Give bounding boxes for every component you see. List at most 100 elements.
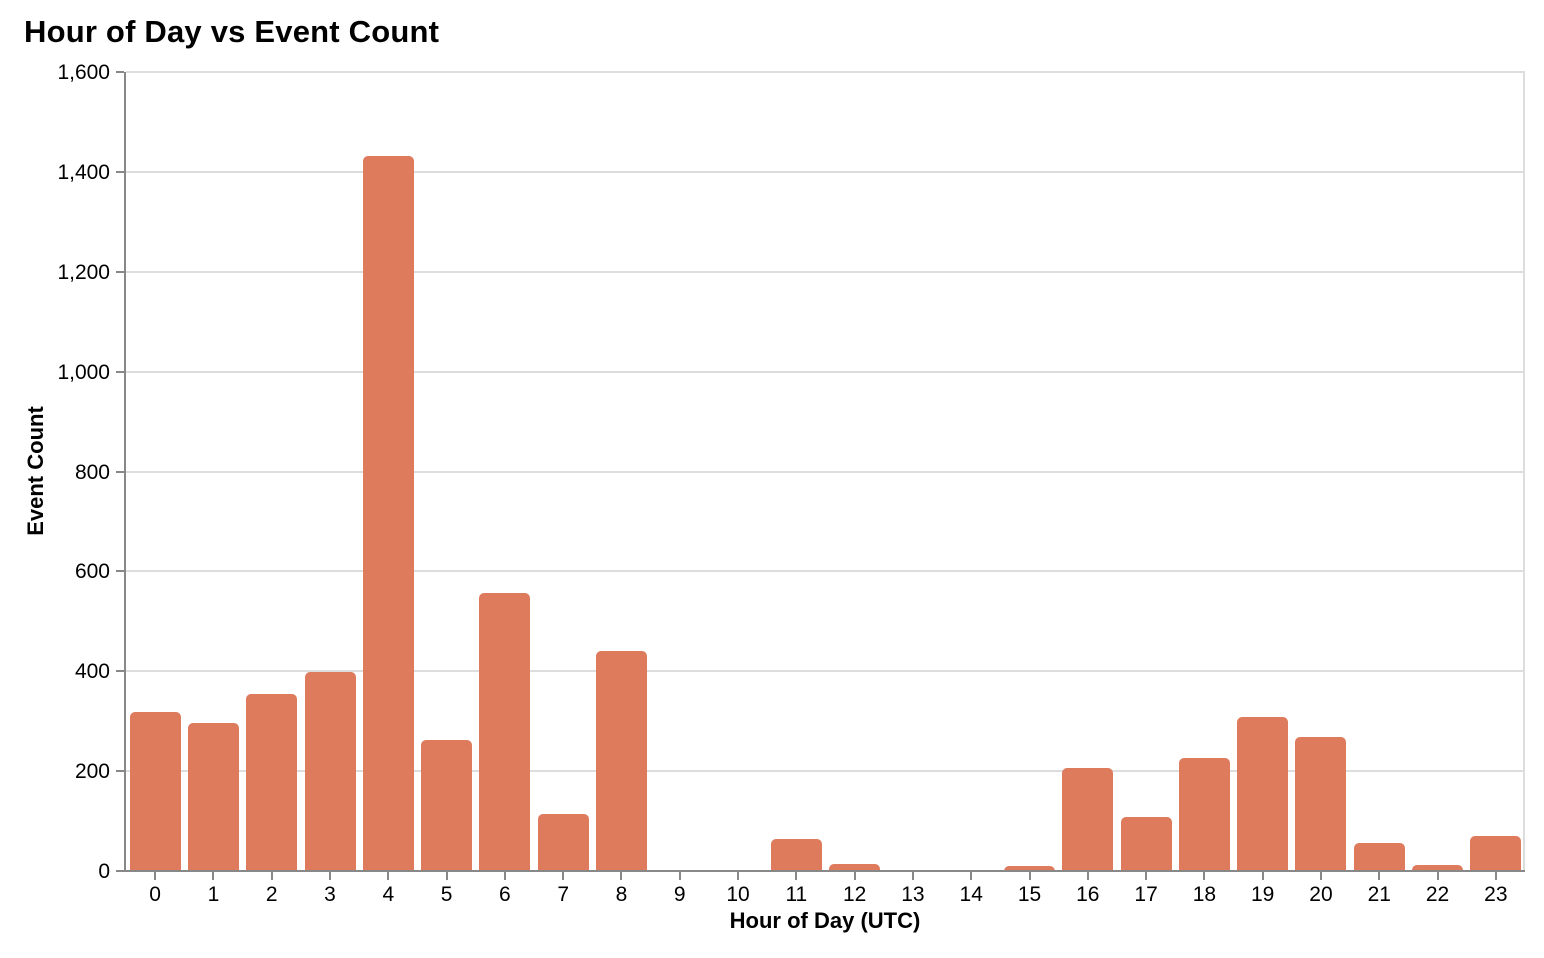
x-tick-label-11: 11 [785, 883, 808, 906]
bar-hour-0 [129, 712, 181, 871]
x-tick-label-12: 12 [842, 883, 867, 906]
x-tick [503, 872, 506, 880]
plot-area: 0 200 400 600 800 1,000 1,200 1,400 1,600 0 1 2 3 4 5 6… [57, 62, 1525, 906]
bar-hour-17 [1120, 816, 1172, 871]
bar-hour-4 [362, 155, 414, 871]
x-tick [1378, 872, 1381, 880]
y-tick [116, 270, 124, 273]
y-tick-label: 1,200 [57, 260, 110, 284]
bar-hour-8 [595, 650, 647, 871]
x-tick-label-4: 4 [382, 883, 395, 906]
bar-hour-2 [246, 693, 298, 871]
y-tick [116, 870, 124, 872]
x-tick [737, 872, 740, 880]
gridline-y-1000 [126, 370, 1525, 373]
x-tick [1203, 872, 1206, 880]
bar-hour-21 [1353, 842, 1405, 871]
y-tick [116, 770, 124, 773]
bar-hour-7 [537, 814, 589, 871]
x-tick-label-9: 9 [673, 883, 686, 906]
bar-hour-16 [1062, 768, 1114, 871]
bar-hour-15 [1004, 865, 1056, 871]
x-axis-line [124, 870, 1525, 872]
x-tick [562, 872, 565, 880]
x-tick [445, 872, 448, 880]
x-tick-label-5: 5 [440, 883, 453, 906]
x-tick-label-16: 16 [1076, 883, 1100, 906]
y-tick [116, 570, 124, 573]
y-tick [116, 71, 124, 73]
y-tick-label: 400 [74, 660, 110, 684]
x-tick-label-23: 23 [1484, 883, 1508, 906]
gridline-y-1400 [126, 170, 1525, 173]
x-tick [212, 872, 215, 880]
bar-hour-23 [1470, 836, 1522, 871]
x-tick [1436, 872, 1439, 880]
bar-hour-5 [421, 739, 473, 871]
bar-hour-19 [1237, 716, 1289, 871]
bar-hour-20 [1295, 737, 1347, 871]
x-tick-label-2: 2 [265, 883, 278, 906]
x-tick-label-21: 21 [1367, 883, 1391, 906]
x-tick [970, 872, 973, 880]
x-tick [154, 872, 157, 880]
y-axis-line [124, 72, 126, 871]
x-tick [387, 872, 390, 880]
x-tick-label-14: 14 [959, 883, 983, 906]
bar-hour-6 [479, 592, 531, 871]
x-tick-label-10: 10 [726, 883, 750, 906]
gridline-y-400 [126, 670, 1525, 673]
gridline-y-800 [126, 470, 1525, 473]
x-tick [1145, 872, 1148, 880]
x-tick-label-3: 3 [324, 883, 336, 906]
bar-hour-12 [829, 864, 881, 871]
chart-title: Hour of Day vs Event Count [24, 14, 440, 49]
x-tick [270, 872, 273, 880]
bar-hour-1 [187, 722, 239, 871]
y-tick [116, 170, 124, 173]
bar-hour-22 [1412, 865, 1464, 871]
x-tick [678, 872, 681, 880]
y-tick-label: 0 [98, 860, 110, 883]
bar-hour-11 [770, 839, 822, 871]
x-tick-label-8: 8 [615, 883, 628, 906]
x-tick [853, 872, 856, 880]
bar-hour-18 [1178, 758, 1230, 871]
y-tick [116, 370, 124, 373]
x-tick [1261, 872, 1264, 880]
x-tick-label-1: 1 [207, 883, 220, 906]
x-tick-label-7: 7 [557, 883, 570, 906]
y-tick-label: 800 [74, 460, 110, 484]
gridline-y-1600 [126, 71, 1525, 73]
gridline-y-200 [126, 770, 1525, 773]
x-tick [1494, 872, 1497, 880]
y-tick [116, 670, 124, 673]
x-tick-label-18: 18 [1192, 883, 1217, 906]
x-tick [329, 872, 332, 880]
gridline-y-600 [126, 570, 1525, 573]
bar-hour-3 [304, 672, 356, 871]
y-tick-label: 600 [74, 560, 110, 584]
y-tick [116, 470, 124, 473]
x-tick-label-15: 15 [1017, 883, 1042, 906]
x-tick-label-19: 19 [1251, 883, 1275, 906]
x-tick [911, 872, 914, 880]
y-tick-label: 1,000 [57, 360, 110, 384]
y-tick-label: 1,400 [57, 160, 110, 184]
x-tick [1086, 872, 1089, 880]
y-tick-label: 1,600 [57, 61, 110, 84]
x-tick [1028, 872, 1031, 880]
x-tick-label-13: 13 [901, 883, 925, 906]
x-tick-label-20: 20 [1309, 883, 1333, 906]
x-tick [1319, 872, 1322, 880]
x-tick-label-22: 22 [1425, 883, 1450, 906]
x-tick-label-0: 0 [149, 883, 161, 906]
x-axis-title: Hour of Day (UTC) [729, 908, 921, 933]
y-axis-title: Event Count [23, 406, 48, 536]
x-tick-label-17: 17 [1134, 883, 1158, 906]
x-tick [620, 872, 623, 880]
x-tick-label-6: 6 [499, 883, 511, 906]
y-tick-label: 200 [74, 760, 110, 784]
gridline-y-1200 [126, 270, 1525, 273]
x-tick [795, 872, 798, 880]
